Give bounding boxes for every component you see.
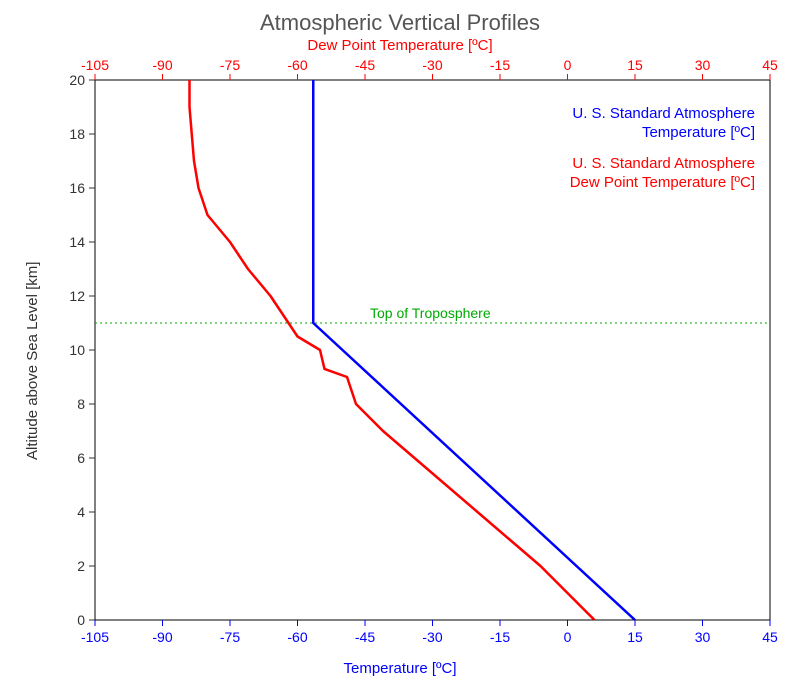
svg-text:8: 8	[77, 396, 85, 412]
svg-text:-15: -15	[490, 629, 510, 645]
chart-container: Atmospheric Vertical Profiles Dew Point …	[0, 0, 800, 700]
svg-text:15: 15	[627, 629, 643, 645]
svg-text:-60: -60	[287, 629, 307, 645]
svg-text:15: 15	[627, 57, 643, 73]
svg-text:0: 0	[564, 629, 572, 645]
svg-text:-15: -15	[490, 57, 510, 73]
svg-text:45: 45	[762, 57, 778, 73]
svg-text:-105: -105	[81, 57, 109, 73]
svg-text:30: 30	[695, 629, 711, 645]
troposphere-annotation: Top of Troposphere	[370, 305, 491, 321]
svg-text:-60: -60	[287, 57, 307, 73]
legend-text: U. S. Standard Atmosphere	[572, 105, 755, 122]
svg-text:20: 20	[69, 72, 85, 88]
svg-text:10: 10	[69, 342, 85, 358]
svg-text:-75: -75	[220, 57, 240, 73]
legend-text: U. S. Standard Atmosphere	[572, 155, 755, 172]
legend-entry-temperature: U. S. Standard Atmosphere Temperature [º…	[572, 105, 755, 143]
svg-text:18: 18	[69, 126, 85, 142]
svg-text:-30: -30	[422, 57, 442, 73]
svg-text:0: 0	[77, 612, 85, 628]
svg-text:0: 0	[564, 57, 572, 73]
svg-text:-75: -75	[220, 629, 240, 645]
legend-text: Dew Point Temperature [ºC]	[570, 174, 755, 191]
svg-text:-90: -90	[152, 629, 172, 645]
svg-text:6: 6	[77, 450, 85, 466]
svg-text:30: 30	[695, 57, 711, 73]
svg-text:12: 12	[69, 288, 85, 304]
svg-text:16: 16	[69, 180, 85, 196]
svg-text:2: 2	[77, 558, 85, 574]
svg-text:-90: -90	[152, 57, 172, 73]
svg-text:4: 4	[77, 504, 85, 520]
svg-text:45: 45	[762, 629, 778, 645]
legend-text: Temperature [ºC]	[642, 124, 755, 141]
svg-text:-30: -30	[422, 629, 442, 645]
legend-entry-dew-point: U. S. Standard Atmosphere Dew Point Temp…	[570, 155, 755, 193]
svg-text:-105: -105	[81, 629, 109, 645]
svg-text:-45: -45	[355, 57, 375, 73]
svg-text:14: 14	[69, 234, 85, 250]
svg-text:-45: -45	[355, 629, 375, 645]
